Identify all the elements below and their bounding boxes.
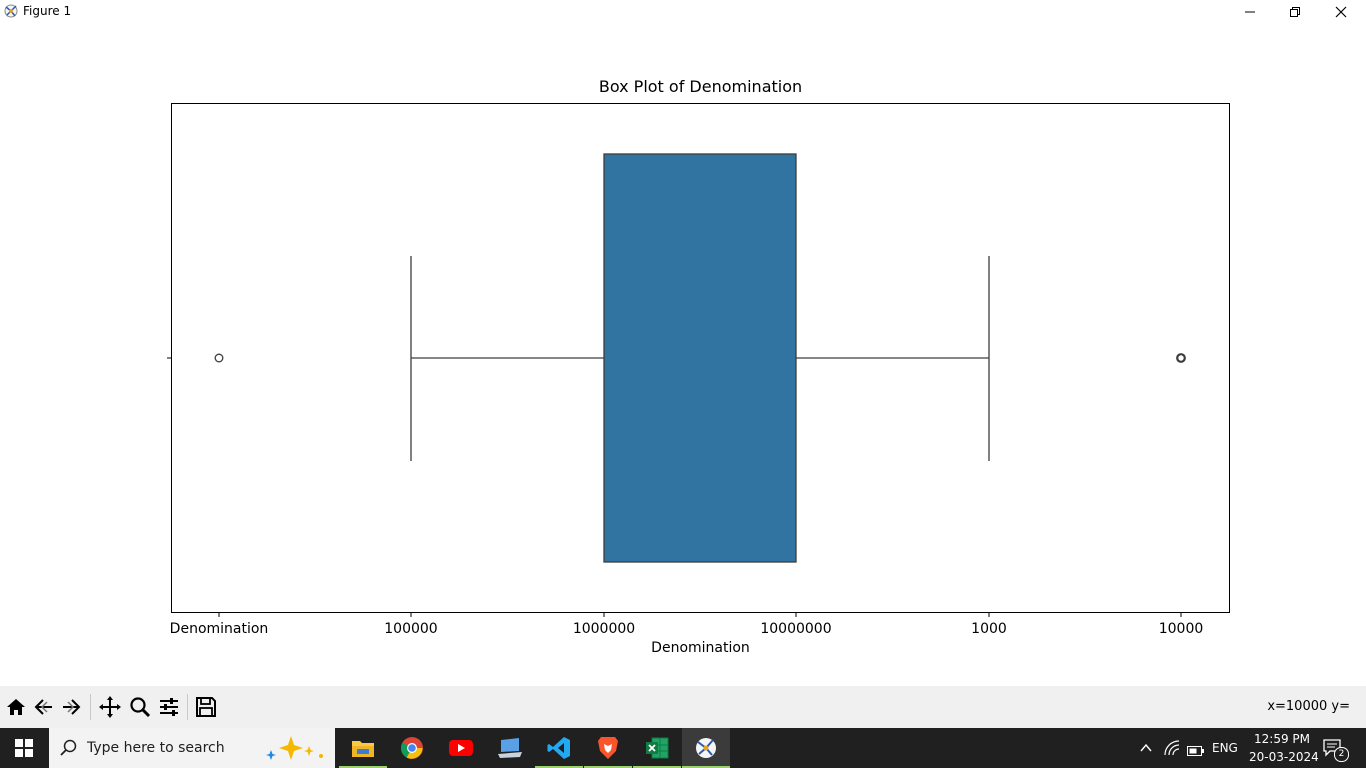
save-button[interactable] — [193, 694, 219, 720]
battery-icon — [1187, 746, 1204, 756]
x-tick-label: Denomination — [169, 621, 269, 637]
plot-title: Box Plot of Denomination — [598, 77, 803, 96]
window-titlebar: Figure 1 — [0, 0, 1366, 24]
vscode-icon — [547, 737, 570, 759]
configure-icon — [160, 698, 178, 716]
forward-button[interactable] — [58, 694, 84, 720]
taskbar-file-explorer[interactable] — [339, 728, 387, 768]
taskbar-search-box[interactable]: Type here to search — [49, 728, 335, 768]
x-tick-label: 1000000 — [572, 621, 636, 637]
active-indicator — [633, 766, 681, 768]
zoom-button[interactable] — [127, 694, 153, 720]
active-indicator — [584, 766, 632, 768]
chevron-up-icon — [1140, 743, 1152, 752]
notification-count-badge: 2 — [1334, 747, 1349, 762]
close-button[interactable] — [1318, 0, 1364, 24]
search-placeholder: Type here to search — [87, 740, 225, 756]
clock-time[interactable]: 12:59 PM — [1254, 732, 1310, 746]
matplotlib-icon — [696, 738, 716, 758]
x-tick-label: 10000000 — [760, 621, 832, 637]
active-indicator — [682, 766, 730, 768]
show-hidden-icons-button[interactable] — [1139, 740, 1153, 759]
cursor-coordinates: x=10000 y= — [1267, 699, 1350, 714]
toolbar-separator — [187, 694, 188, 720]
taskbar-chrome[interactable] — [388, 728, 436, 768]
youtube-icon — [449, 740, 473, 756]
pan-icon — [99, 696, 121, 718]
toolbar-separator — [90, 694, 91, 720]
brave-icon — [598, 737, 618, 759]
battery-button[interactable] — [1187, 742, 1205, 761]
start-button[interactable] — [0, 728, 48, 768]
active-indicator — [339, 766, 387, 768]
close-icon — [1335, 6, 1347, 18]
zoom-icon — [130, 697, 151, 718]
folder-icon — [352, 741, 374, 757]
chrome-icon — [401, 737, 423, 759]
minimize-icon — [1245, 11, 1255, 13]
wifi-icon — [1164, 740, 1180, 756]
forward-icon — [63, 699, 81, 715]
sparkle-highlight-icon — [266, 736, 323, 760]
remote-desktop-icon — [498, 738, 522, 758]
taskbar-vscode[interactable] — [535, 728, 583, 768]
maximize-icon — [1290, 7, 1300, 17]
taskbar-excel[interactable] — [633, 728, 681, 768]
windows-logo-icon — [15, 739, 33, 757]
back-button[interactable] — [31, 694, 57, 720]
notification-center-button[interactable]: 2 — [1323, 739, 1349, 762]
taskbar: Type here to search — [0, 728, 1366, 768]
figure-canvas — [0, 24, 1366, 686]
network-button[interactable] — [1164, 740, 1180, 760]
configure-subplots-button[interactable] — [156, 694, 182, 720]
window-title: Figure 1 — [23, 4, 72, 18]
active-indicator — [535, 766, 583, 768]
taskbar-remote-desktop[interactable] — [486, 728, 534, 768]
x-tick-label: 100000 — [384, 621, 438, 637]
pan-button[interactable] — [97, 694, 123, 720]
taskbar-python-figure[interactable] — [682, 728, 730, 768]
search-icon — [60, 739, 77, 756]
language-indicator[interactable]: ENG — [1212, 741, 1238, 755]
clock-date[interactable]: 20-03-2024 — [1249, 750, 1319, 764]
app-icon — [4, 4, 18, 18]
save-icon — [196, 697, 216, 717]
notification-icon — [1323, 739, 1341, 757]
maximize-button[interactable] — [1272, 0, 1318, 24]
taskbar-youtube[interactable] — [437, 728, 485, 768]
x-tick-label: 10000 — [1158, 621, 1204, 637]
x-axis-label: Denomination — [651, 640, 750, 656]
back-icon — [34, 699, 52, 715]
minimize-button[interactable] — [1227, 0, 1273, 24]
excel-icon — [646, 737, 669, 759]
x-tick-label: 1000 — [971, 621, 1007, 637]
home-button[interactable] — [3, 694, 29, 720]
home-icon — [7, 699, 25, 715]
navigation-toolbar: x=10000 y= — [0, 686, 1366, 728]
taskbar-brave[interactable] — [584, 728, 632, 768]
